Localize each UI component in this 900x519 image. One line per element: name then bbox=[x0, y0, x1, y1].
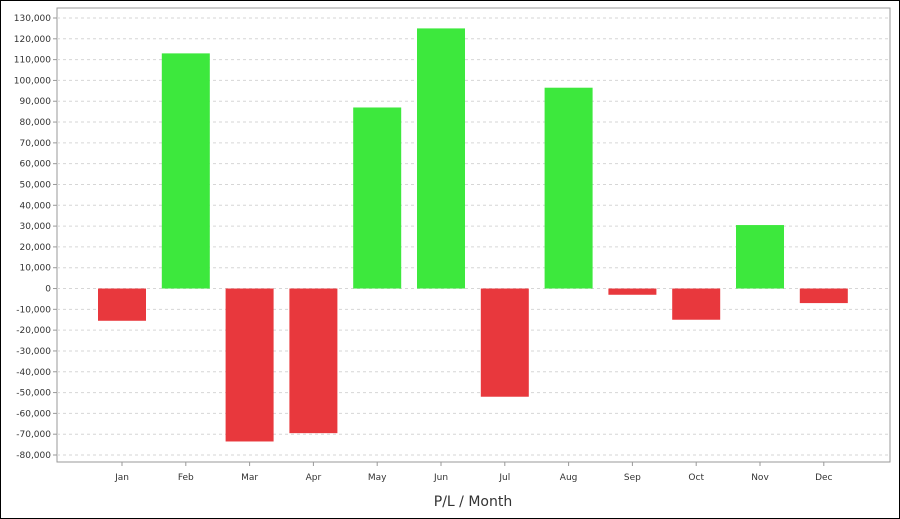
y-tick-label: -10,000 bbox=[16, 305, 51, 315]
y-tick-label: 30,000 bbox=[20, 222, 52, 232]
bar-jun bbox=[417, 28, 465, 289]
x-tick-label: Aug bbox=[560, 473, 578, 483]
x-tick-label: May bbox=[368, 473, 387, 483]
bar-feb bbox=[161, 53, 210, 289]
x-axis-ticks: Jan Feb Mar Apr May Jun Jul Aug Sep Oct Nov Dec bbox=[114, 462, 833, 483]
y-tick-label: 70,000 bbox=[20, 139, 52, 149]
y-tick-label: 40,000 bbox=[20, 201, 52, 211]
bar-jul bbox=[480, 288, 529, 397]
y-tick-label: -50,000 bbox=[16, 389, 51, 399]
x-axis-label: P/L / Month bbox=[434, 494, 512, 510]
y-tick-label: -70,000 bbox=[16, 430, 51, 440]
x-tick-label: Oct bbox=[688, 473, 704, 483]
y-tick-label: -60,000 bbox=[16, 409, 51, 419]
y-tick-label: -80,000 bbox=[16, 451, 51, 461]
bar-dec bbox=[799, 288, 848, 304]
y-tick-label: 90,000 bbox=[20, 97, 52, 107]
y-tick-label: -40,000 bbox=[16, 368, 51, 378]
x-tick-label: Nov bbox=[751, 473, 769, 483]
bar-sep bbox=[608, 288, 657, 295]
y-tick-label: 80,000 bbox=[20, 118, 52, 128]
y-tick-label: -30,000 bbox=[16, 347, 51, 357]
y-tick-label: 50,000 bbox=[20, 180, 52, 190]
x-tick-label: Dec bbox=[815, 473, 832, 483]
bar-mar bbox=[225, 288, 274, 442]
y-axis-ticks: 130,000 120,000 110,000 100,000 90,000 80,000… bbox=[14, 14, 57, 461]
y-tick-label: 100,000 bbox=[14, 76, 51, 86]
x-tick-label: Mar bbox=[241, 473, 258, 483]
x-tick-label: Apr bbox=[306, 473, 322, 483]
x-tick-label: Jun bbox=[433, 473, 448, 483]
y-tick-label: 10,000 bbox=[20, 264, 52, 274]
x-tick-label: Jan bbox=[114, 473, 129, 483]
bar-oct bbox=[672, 288, 721, 320]
y-tick-label: -20,000 bbox=[16, 326, 51, 336]
y-tick-label: 130,000 bbox=[14, 14, 51, 24]
bar-apr bbox=[289, 288, 338, 434]
bar-aug bbox=[544, 87, 593, 289]
bar-nov bbox=[736, 225, 784, 289]
x-tick-label: Feb bbox=[178, 473, 194, 483]
y-tick-label: 110,000 bbox=[14, 56, 51, 66]
bars bbox=[98, 28, 848, 442]
y-tick-label: 0 bbox=[45, 285, 51, 295]
x-tick-label: Jul bbox=[498, 473, 510, 483]
bar-jan bbox=[98, 288, 146, 321]
x-tick-label: Sep bbox=[624, 473, 641, 483]
y-tick-label: 120,000 bbox=[14, 35, 51, 45]
y-tick-label: 20,000 bbox=[20, 243, 52, 253]
bar-may bbox=[353, 107, 402, 289]
y-tick-label: 60,000 bbox=[20, 160, 52, 170]
